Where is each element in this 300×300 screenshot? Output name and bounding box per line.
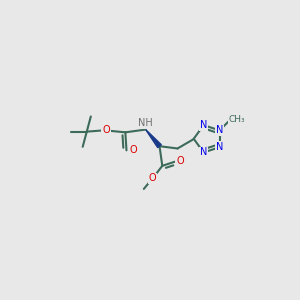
Text: N: N [216,125,223,135]
Text: O: O [149,173,156,183]
Text: N: N [216,142,223,152]
Text: NH: NH [138,118,153,128]
Text: CH₃: CH₃ [228,115,245,124]
Text: O: O [129,145,137,155]
Text: N: N [200,147,207,158]
Polygon shape [146,130,161,148]
Text: O: O [102,125,110,136]
Text: N: N [200,120,207,130]
Text: O: O [176,156,184,166]
